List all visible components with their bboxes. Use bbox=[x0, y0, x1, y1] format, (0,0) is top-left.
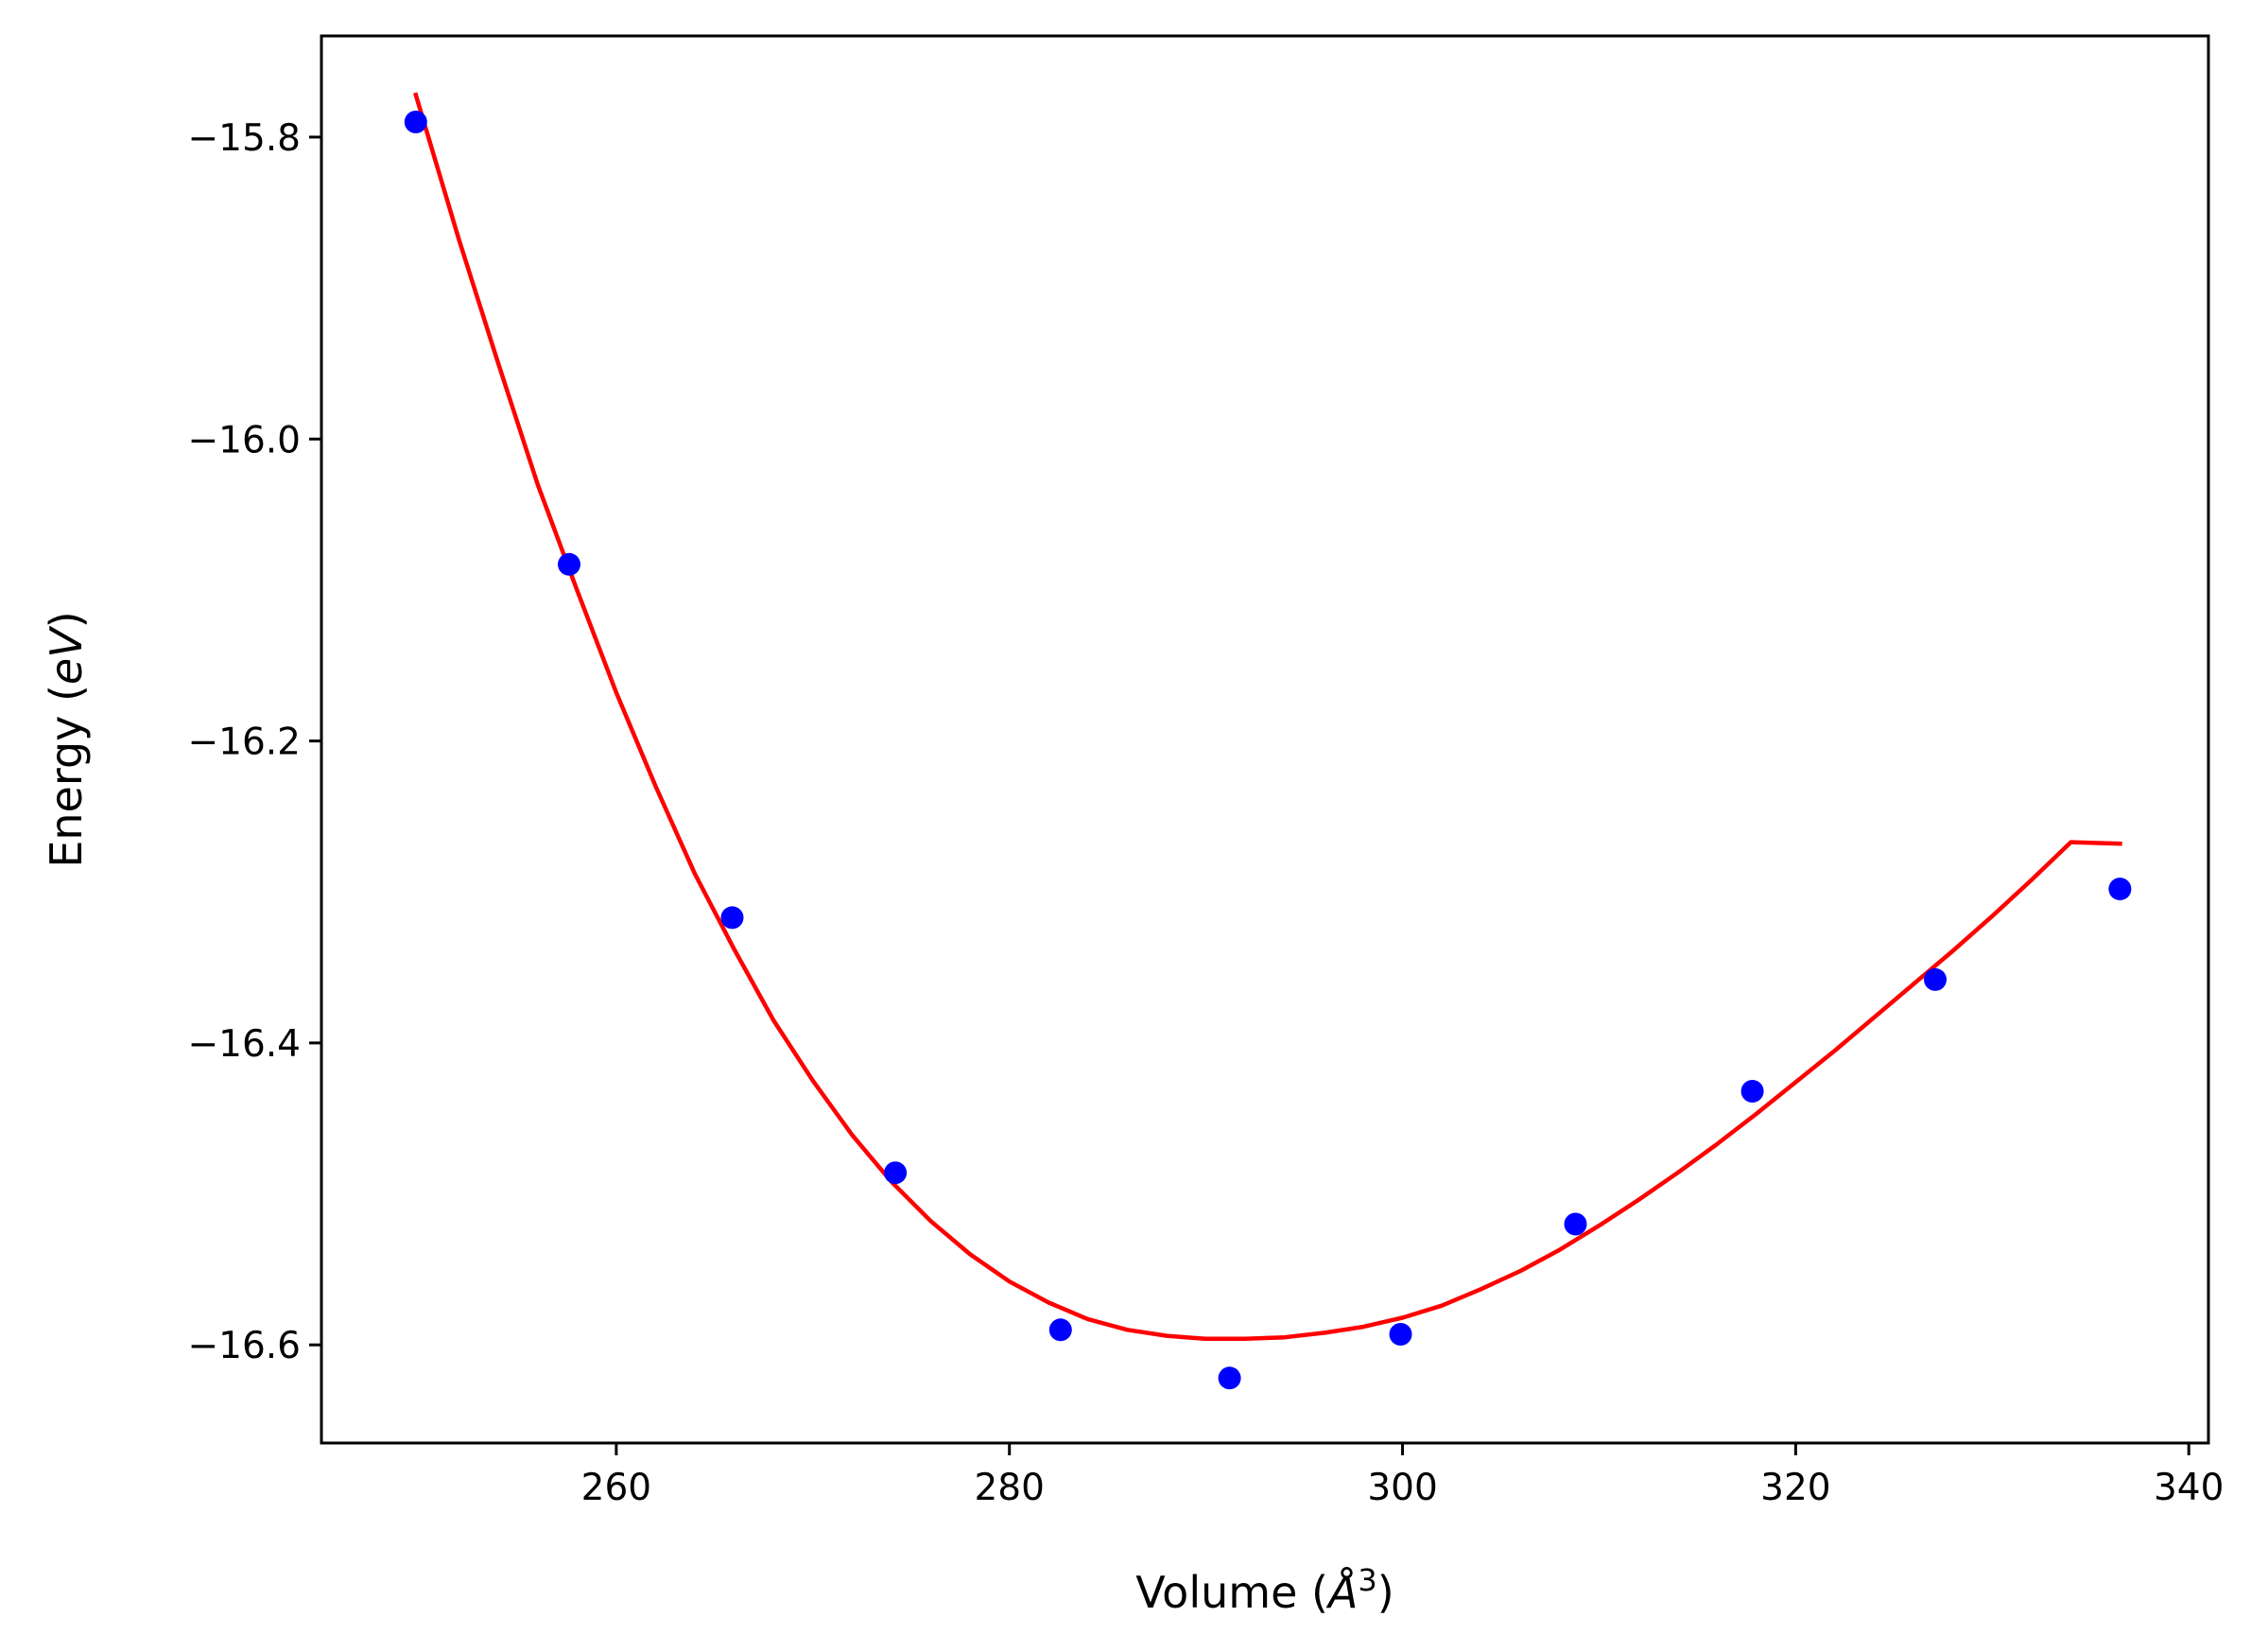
data-point bbox=[884, 1161, 908, 1185]
x-axis-label: Volume (Å3) bbox=[1135, 1562, 1394, 1618]
x-axis-ticks: 260 280 300 320 340 bbox=[581, 1443, 2224, 1509]
data-point bbox=[1564, 1212, 1587, 1236]
data-point bbox=[404, 111, 427, 133]
data-point bbox=[1048, 1318, 1072, 1342]
data-point bbox=[720, 906, 744, 930]
data-point bbox=[2108, 878, 2132, 901]
y-axis-ticks: −15.8 −16.0 −16.2 −16.4 −16.6 bbox=[187, 117, 321, 1367]
data-point bbox=[1924, 967, 1947, 991]
x-tick-label: 280 bbox=[974, 1467, 1044, 1509]
y-tick-label: −16.4 bbox=[187, 1023, 301, 1066]
data-points-layer bbox=[404, 111, 2132, 1390]
data-point bbox=[1389, 1323, 1412, 1346]
fit-curve bbox=[413, 92, 2122, 1342]
plot-frame bbox=[320, 34, 2210, 1445]
x-tick-label: 260 bbox=[581, 1467, 651, 1509]
fit-curve-layer bbox=[413, 92, 2122, 1342]
x-tick-label: 340 bbox=[2154, 1467, 2224, 1509]
y-tick-label: −16.0 bbox=[187, 419, 301, 461]
data-point bbox=[1740, 1080, 1764, 1103]
y-tick-label: −16.6 bbox=[187, 1325, 301, 1367]
data-point bbox=[558, 552, 580, 576]
data-point bbox=[1218, 1366, 1241, 1390]
y-tick-label: −15.8 bbox=[187, 117, 301, 160]
plot-area bbox=[321, 36, 2208, 1443]
y-axis-label: Energy (eV) bbox=[41, 611, 92, 867]
x-tick-label: 300 bbox=[1367, 1467, 1437, 1509]
x-tick-label: 320 bbox=[1760, 1467, 1830, 1509]
y-tick-label: −16.2 bbox=[187, 722, 301, 764]
